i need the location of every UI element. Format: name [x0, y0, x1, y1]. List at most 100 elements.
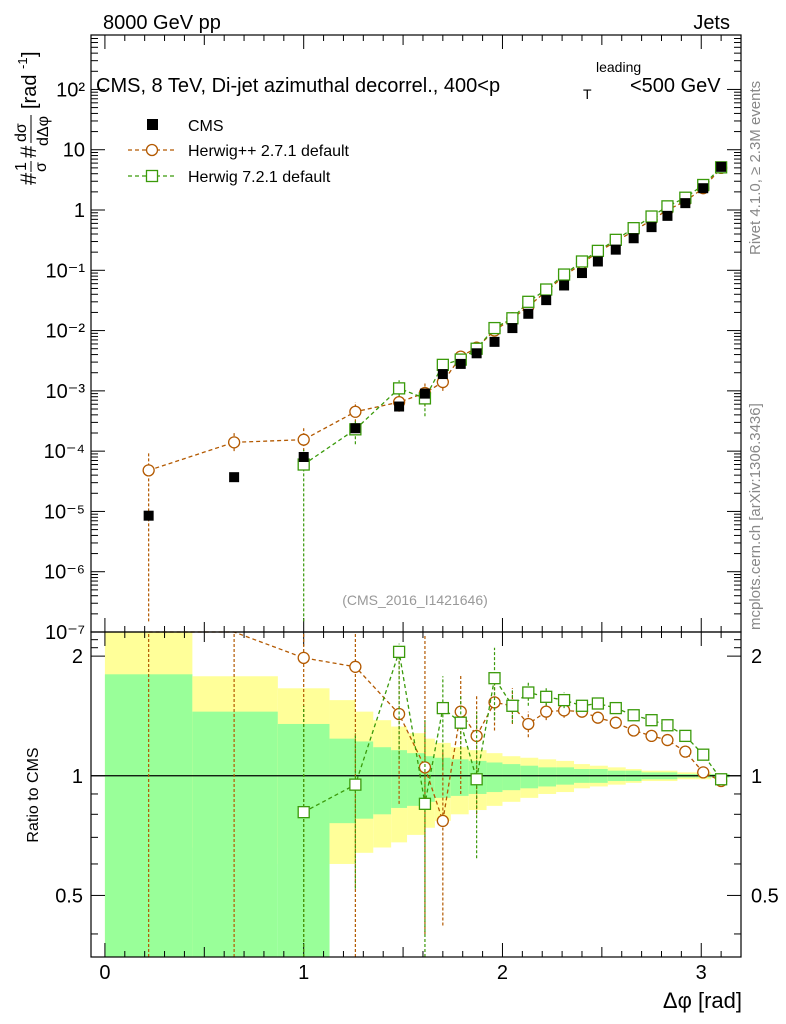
herwigpp-ratio-point [349, 660, 362, 673]
cms-point [419, 388, 430, 399]
chart-title-sup: leading [596, 59, 641, 75]
cms-point [662, 210, 673, 221]
x-tick-label: 3 [696, 962, 707, 984]
analysis-watermark: (CMS_2016_I1421646) [342, 592, 488, 608]
stat-band-bin [450, 759, 469, 796]
cms-point [437, 369, 448, 380]
cms-point [507, 323, 518, 334]
herwig7-ratio-point [392, 645, 406, 659]
cms-point [298, 451, 309, 462]
stat-band-bin [355, 741, 374, 819]
herwig7-point [506, 312, 519, 325]
ratio-y-tick-label: 1 [72, 766, 83, 788]
herwig7-ratio-point [697, 748, 710, 761]
herwig7-ratio-point [506, 699, 519, 712]
herwig7-ratio-point [661, 719, 674, 732]
main-ticks: 10⁻⁷ 10⁻⁶ 10⁻⁵ 10⁻⁴ 10⁻³ 10⁻² 10⁻¹ 1 10 10² [44, 34, 741, 644]
stat-band-bin [486, 762, 503, 793]
herwigpp-ratio-point [627, 724, 640, 737]
herwigpp-ratio-point [661, 733, 674, 747]
cms-point [610, 244, 621, 255]
rivet-label: Rivet 4.1.0, ≥ 2.3M events [747, 81, 764, 255]
y-tick-label: 10⁻² [46, 321, 86, 343]
herwigpp-point [227, 436, 241, 449]
herwig7-ratio-point [575, 699, 589, 712]
cms-point [350, 423, 361, 434]
stat-band-bin [538, 767, 557, 787]
legend-marker-herwigpp [145, 143, 159, 157]
ratio-y-label: Ratio to CMS [25, 747, 42, 842]
herwigpp-ratio-point [697, 766, 710, 779]
cms-point [541, 295, 552, 306]
herwig7-point [609, 233, 622, 246]
y-tick-label: 10⁻⁶ [44, 562, 85, 584]
y-tick-label: 10⁻⁷ [45, 622, 85, 644]
stat-band-bin [391, 750, 408, 808]
herwig7-point [488, 321, 501, 335]
herwig7-point [627, 222, 640, 235]
herwig7-ratio-point [557, 693, 571, 707]
cms-point [394, 401, 405, 412]
series-line [148, 167, 722, 471]
herwigpp-ratio-point [540, 705, 553, 718]
cms-point [628, 233, 639, 244]
herwig7-ratio-point [540, 690, 553, 703]
herwigpp-ratio-point [645, 729, 658, 743]
svg-text:1: 1 [13, 162, 30, 171]
cms-point [559, 280, 570, 291]
herwig7-ratio-point [436, 701, 449, 715]
cms-point [592, 256, 603, 267]
chart-title-suffix: <500 GeV [630, 75, 721, 97]
cms-point [143, 510, 154, 521]
svg-text:]: ] [19, 51, 41, 57]
herwigpp-ratio-point [591, 711, 605, 724]
cms-point [576, 268, 587, 279]
herwig7-point [522, 295, 535, 308]
legend-marker-cms [147, 119, 158, 130]
y-tick-label: 1 [74, 200, 85, 222]
x-axis-label: Δφ [rad] [663, 988, 742, 1013]
cms-point [523, 308, 534, 319]
herwig7-ratio-point [418, 797, 432, 810]
y-tick-label: 10⁻³ [46, 381, 86, 403]
chart-title-sub: T [583, 86, 592, 102]
herwig7-ratio-point [454, 716, 467, 729]
herwig7-ratio-point [297, 806, 310, 819]
ratio-frame [90, 631, 742, 958]
herwig7-ratio-point [609, 701, 622, 715]
stat-band-bin [502, 764, 521, 791]
y-tick-label: 10⁻⁴ [44, 441, 85, 463]
cms-point [716, 161, 727, 172]
svg-text:#: # [16, 145, 41, 158]
herwig7-point [436, 358, 449, 372]
herwigpp-ratio-point [609, 716, 622, 729]
herwig7-ratio-point [488, 672, 501, 685]
y-tick-label: 10⁻¹ [46, 260, 86, 282]
mcplots-label: mcplots.cern.ch [arXiv:1306.3436] [747, 403, 764, 630]
herwig7-ratio-point [627, 709, 640, 722]
svg-text:[rad: [rad [19, 75, 41, 109]
ratio-bands [91, 632, 741, 957]
herwig7-ratio-point [470, 773, 483, 786]
ratio-y-tick-label: 1 [751, 766, 762, 788]
legend: CMS Herwig++ 2.7.1 default Herwig 7.2.1 … [128, 118, 350, 186]
main-series [142, 161, 728, 622]
herwig7-point [557, 268, 571, 281]
cms-point [229, 472, 240, 483]
herwig7-ratio-point [645, 714, 658, 727]
herwigpp-ratio-point [297, 651, 310, 665]
herwig7-point [661, 200, 674, 213]
herwig7-point [575, 255, 589, 268]
ratio-y-tick-label: 0.5 [55, 885, 83, 907]
y-tick-label: 10⁻⁵ [44, 501, 85, 523]
cms-point [489, 336, 500, 347]
herwigpp-point [297, 433, 310, 446]
herwigpp-ratio-point [679, 745, 692, 758]
ratio-y-tick-label: 0.5 [751, 885, 779, 907]
ratio-y-tick-label: 2 [751, 646, 762, 668]
x-tick-label: 0 [99, 962, 110, 984]
legend-label-herwig7: Herwig 7.2.1 default [188, 169, 331, 186]
chart-title: CMS, 8 TeV, Di-jet azimuthal decorrel., … [96, 59, 721, 102]
ratio-y-tick-label: 2 [72, 646, 83, 668]
